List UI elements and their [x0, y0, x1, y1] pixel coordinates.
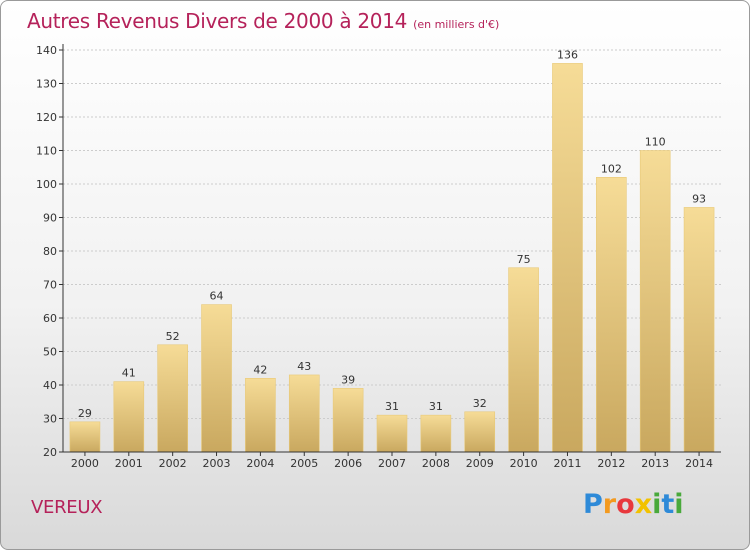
- bar: [69, 421, 101, 453]
- logo-letter: t: [661, 489, 675, 520]
- chart-subtitle: (en milliers d'€): [413, 18, 500, 31]
- bar: [113, 381, 145, 453]
- bar: [552, 63, 583, 453]
- bar-value-label: 52: [166, 330, 180, 343]
- chart-header: Autres Revenus Divers de 2000 à 2014 (en …: [27, 9, 499, 33]
- bar: [157, 344, 188, 453]
- x-tick-label: 2005: [290, 457, 318, 470]
- x-tick-label: 2013: [641, 457, 669, 470]
- logo-letter: i: [652, 489, 662, 520]
- x-tick-label: 2003: [203, 457, 231, 470]
- bar: [332, 388, 364, 453]
- bar: [683, 207, 715, 453]
- bar-value-label: 31: [385, 400, 399, 413]
- bar-value-label: 110: [645, 136, 666, 149]
- y-tick-label: 110: [36, 145, 57, 158]
- bar: [639, 150, 671, 453]
- x-tick-label: 2000: [71, 457, 99, 470]
- y-tick-label: 80: [43, 245, 57, 258]
- proxiti-logo: Proxiti: [583, 489, 684, 520]
- bar-value-label: 32: [473, 397, 487, 410]
- y-tick-label: 40: [43, 379, 57, 392]
- bar-value-label: 43: [297, 360, 311, 373]
- logo-letter: r: [602, 489, 617, 520]
- bar-value-label: 42: [253, 363, 267, 376]
- logo-letter: o: [616, 489, 635, 520]
- y-tick-label: 20: [43, 446, 57, 459]
- bar-value-label: 75: [517, 253, 531, 266]
- bar: [376, 414, 408, 453]
- y-tick-label: 50: [43, 346, 57, 359]
- logo-letter: x: [634, 489, 653, 520]
- bar: [508, 267, 539, 453]
- y-tick-label: 30: [43, 413, 57, 426]
- x-tick-label: 2014: [685, 457, 713, 470]
- bar: [464, 411, 496, 453]
- bar: [201, 304, 232, 453]
- bar: [288, 374, 320, 453]
- y-tick-label: 90: [43, 212, 57, 225]
- bar: [596, 177, 627, 453]
- bar-value-label: 39: [341, 373, 355, 386]
- bar: [420, 414, 452, 453]
- y-tick-label: 70: [43, 279, 57, 292]
- x-tick-label: 2007: [378, 457, 406, 470]
- logo-letter: P: [583, 489, 603, 520]
- bar-value-label: 93: [692, 192, 706, 205]
- y-tick-label: 130: [36, 78, 57, 91]
- x-tick-label: 2010: [510, 457, 538, 470]
- y-tick-label: 120: [36, 111, 57, 124]
- bar-value-label: 136: [557, 48, 578, 61]
- y-tick-label: 140: [36, 44, 57, 57]
- x-tick-label: 2011: [553, 457, 581, 470]
- logo-letter: i: [674, 489, 684, 520]
- bar-value-label: 41: [122, 367, 136, 380]
- x-tick-label: 2002: [159, 457, 187, 470]
- bar-value-label: 64: [210, 290, 224, 303]
- x-tick-label: 2008: [422, 457, 450, 470]
- x-tick-label: 2001: [115, 457, 143, 470]
- y-tick-label: 100: [36, 178, 57, 191]
- x-tick-label: 2004: [246, 457, 274, 470]
- bar: [245, 377, 276, 453]
- commune-name: VEREUX: [31, 497, 103, 518]
- bar-value-label: 29: [78, 407, 92, 420]
- x-tick-label: 2006: [334, 457, 362, 470]
- y-tick-label: 60: [43, 312, 57, 325]
- chart-title: Autres Revenus Divers de 2000 à 2014: [27, 9, 408, 33]
- x-tick-label: 2009: [466, 457, 494, 470]
- bar-value-label: 31: [429, 400, 443, 413]
- x-tick-label: 2012: [597, 457, 625, 470]
- bar-value-label: 102: [601, 162, 622, 175]
